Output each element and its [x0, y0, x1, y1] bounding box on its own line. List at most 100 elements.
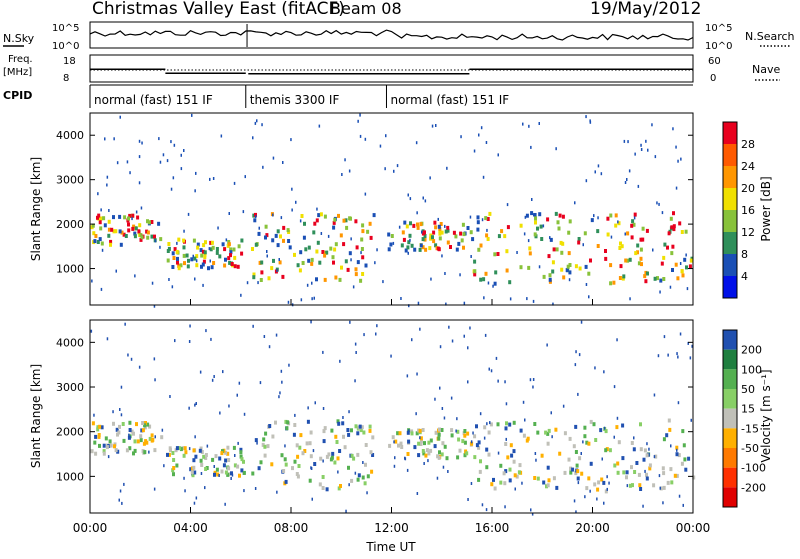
- scatter-speckle: [183, 229, 185, 233]
- scatter-point: [634, 251, 638, 256]
- scatter-point: [500, 229, 504, 234]
- scatter-speckle: [195, 259, 198, 263]
- scatter-point: [548, 273, 552, 278]
- scatter-point: [177, 237, 181, 242]
- scatter-point: [645, 472, 648, 477]
- scatter-point: [112, 215, 115, 220]
- scatter-point: [628, 483, 632, 488]
- scatter-speckle: [272, 213, 274, 217]
- noise-left-label: N.Sky: [3, 32, 35, 45]
- scatter-point: [145, 229, 149, 234]
- scatter-point: [132, 224, 136, 229]
- scatter-speckle: [659, 290, 661, 294]
- scatter-point: [675, 452, 679, 457]
- scatter-speckle: [382, 280, 384, 284]
- scatter-point: [540, 237, 544, 241]
- velocity-panel-bg: [90, 320, 693, 513]
- scatter-speckle: [463, 301, 466, 305]
- scatter-point: [508, 422, 512, 427]
- scatter-point: [99, 226, 103, 231]
- scatter-speckle: [118, 498, 120, 502]
- noise-right-tick-top: 10^5: [705, 23, 732, 34]
- scatter-point: [356, 477, 360, 482]
- scatter-speckle: [188, 340, 191, 343]
- scatter-speckle: [191, 113, 193, 117]
- scatter-speckle: [354, 342, 357, 346]
- scatter-point: [546, 217, 550, 222]
- scatter-speckle: [120, 385, 123, 389]
- scatter-speckle: [393, 169, 395, 173]
- power-yticks: 1000 2000 3000 4000: [56, 129, 693, 276]
- scatter-point: [329, 246, 333, 251]
- scatter-point: [233, 255, 237, 260]
- colorbar-tick-6: -100: [741, 462, 766, 475]
- scatter-speckle: [311, 297, 313, 301]
- scatter-point: [424, 453, 428, 458]
- scatter-speckle: [237, 441, 239, 445]
- scatter-point: [542, 480, 546, 485]
- scatter-point: [183, 261, 186, 266]
- scatter-point: [252, 272, 256, 277]
- scatter-point: [509, 443, 513, 448]
- scatter-point: [403, 220, 407, 225]
- scatter-point: [504, 426, 508, 431]
- scatter-speckle: [606, 475, 608, 479]
- scatter-point: [506, 455, 510, 460]
- scatter-point: [251, 471, 255, 476]
- scatter-speckle: [530, 508, 532, 512]
- scatter-speckle: [685, 253, 687, 257]
- scatter-point: [116, 449, 120, 454]
- scatter-point: [584, 264, 588, 269]
- scatter-speckle: [644, 469, 646, 473]
- scatter-speckle: [180, 167, 183, 171]
- scatter-speckle: [551, 435, 553, 439]
- scatter-speckle: [637, 184, 640, 188]
- scatter-point: [240, 238, 244, 243]
- scatter-point: [621, 456, 625, 461]
- scatter-point: [215, 250, 219, 255]
- scatter-point: [350, 478, 354, 483]
- scatter-point: [413, 445, 417, 450]
- cpid-label-2: normal (fast) 151 IF: [390, 93, 509, 107]
- noise-right-tick-bottom: 10^0: [705, 41, 732, 52]
- scatter-point: [303, 221, 306, 226]
- scatter-speckle: [422, 196, 424, 200]
- scatter-speckle: [687, 341, 689, 345]
- scatter-point: [606, 216, 610, 221]
- scatter-speckle: [416, 492, 419, 495]
- scatter-point: [128, 420, 132, 425]
- scatter-speckle: [166, 159, 169, 163]
- scatter-speckle: [531, 198, 533, 201]
- scatter-point: [172, 466, 176, 470]
- scatter-point: [310, 261, 314, 266]
- nave-tick-top: 60: [708, 56, 721, 67]
- scatter-point: [437, 432, 441, 437]
- scatter-speckle: [295, 200, 297, 204]
- scatter-speckle: [246, 281, 249, 285]
- scatter-speckle: [234, 454, 236, 457]
- scatter-point: [361, 255, 365, 260]
- scatter-point: [513, 473, 517, 478]
- scatter-point: [131, 213, 135, 218]
- scatter-point: [175, 463, 179, 468]
- scatter-point: [673, 473, 677, 478]
- scatter-point: [400, 243, 404, 248]
- scatter-point: [135, 422, 138, 427]
- scatter-point: [201, 262, 205, 267]
- scatter-point: [321, 475, 325, 479]
- scatter-speckle: [159, 160, 162, 164]
- scatter-point: [122, 438, 126, 443]
- scatter-speckle: [429, 176, 431, 180]
- scatter-point: [496, 252, 500, 256]
- scatter-speckle: [657, 354, 660, 358]
- scatter-speckle: [400, 297, 402, 300]
- scatter-speckle: [348, 483, 350, 487]
- scatter-point: [599, 428, 603, 433]
- scatter-speckle: [188, 447, 191, 451]
- scatter-point: [429, 438, 433, 443]
- scatter-point: [223, 263, 227, 268]
- scatter-point: [446, 240, 450, 245]
- scatter-point: [295, 443, 299, 448]
- scatter-point: [139, 237, 143, 242]
- scatter-point: [572, 444, 576, 449]
